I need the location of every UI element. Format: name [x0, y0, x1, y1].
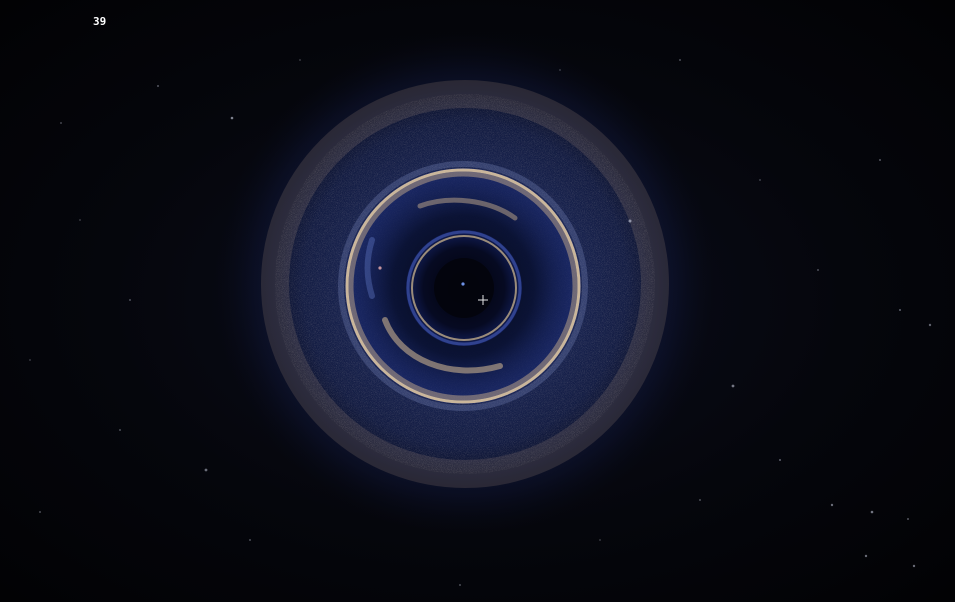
background-stars	[29, 59, 932, 586]
inner-disk	[406, 230, 522, 346]
fps-counter: 39	[93, 15, 107, 28]
crosshair-icon	[478, 295, 488, 305]
